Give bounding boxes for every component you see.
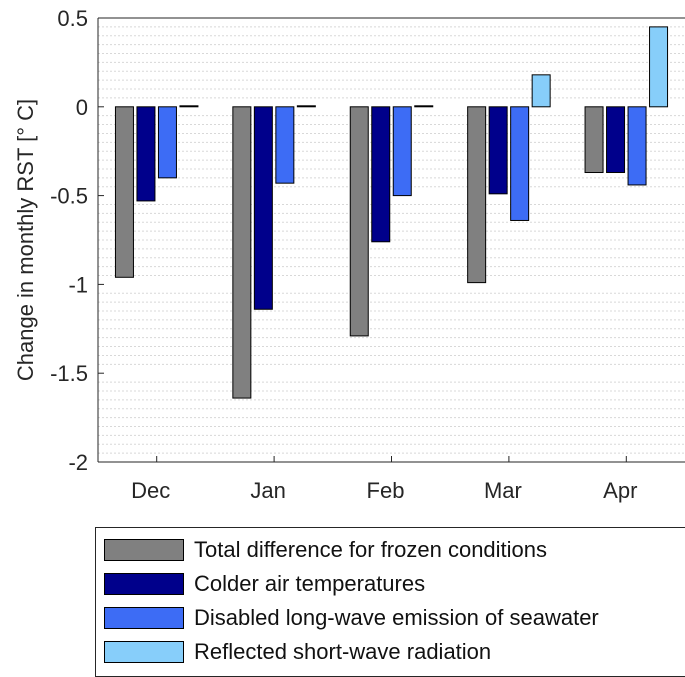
legend-label: Total difference for frozen conditions xyxy=(194,537,548,562)
bar xyxy=(531,74,551,108)
bar xyxy=(649,26,669,108)
y-tick-label: -1.5 xyxy=(50,361,88,386)
bar xyxy=(157,106,177,179)
bar xyxy=(253,106,273,310)
bar xyxy=(349,106,369,337)
bar xyxy=(232,106,252,399)
bars xyxy=(114,26,669,399)
legend-label: Colder air temperatures xyxy=(194,571,426,596)
x-tick-label: Dec xyxy=(131,478,170,503)
y-tick-label: -1 xyxy=(68,272,88,297)
bar xyxy=(488,106,508,195)
chart: 0.5 0 -0.5 -1 -1.5 -2 Dec Jan Feb Mar Apr Change … xyxy=(13,6,685,503)
legend-label: Reflected short-wave radiation xyxy=(194,639,492,664)
x-tick-label: Apr xyxy=(603,478,637,503)
legend-label: Disabled long-wave emission of seawater xyxy=(194,605,599,630)
x-tick-label: Mar xyxy=(484,478,522,503)
legend-item: Disabled long-wave emission of seawater xyxy=(104,603,599,633)
legend-item: Total difference for frozen conditions xyxy=(104,535,547,565)
bar xyxy=(296,105,316,108)
legend-swatch xyxy=(104,641,184,663)
bar xyxy=(371,106,391,243)
legend-swatch xyxy=(104,573,184,595)
y-tick-label: -2 xyxy=(68,450,88,475)
x-ticks: Dec Jan Feb Mar Apr xyxy=(131,456,637,503)
legend-item: Reflected short-wave radiation xyxy=(104,637,491,667)
bar xyxy=(606,106,626,174)
bar xyxy=(136,106,156,202)
legend-swatch xyxy=(104,539,184,561)
bar xyxy=(275,106,295,184)
bar xyxy=(467,106,487,284)
bar xyxy=(510,106,530,221)
y-tick-label: 0 xyxy=(76,95,88,120)
bar xyxy=(584,106,604,174)
x-tick-label: Feb xyxy=(367,478,405,503)
bar xyxy=(179,105,199,108)
legend: Total difference for frozen conditions Co… xyxy=(95,527,685,677)
x-tick-label: Jan xyxy=(250,478,285,503)
y-axis-label: Change in monthly RST [° C] xyxy=(13,99,38,381)
bar xyxy=(414,105,434,108)
y-ticks: 0.5 0 -0.5 -1 -1.5 -2 xyxy=(50,6,104,475)
y-tick-label: 0.5 xyxy=(57,6,88,31)
bar xyxy=(114,106,134,278)
legend-item: Colder air temperatures xyxy=(104,569,425,599)
legend-swatch xyxy=(104,607,184,629)
bar xyxy=(392,106,412,197)
y-tick-label: -0.5 xyxy=(50,184,88,209)
bar xyxy=(627,106,647,186)
